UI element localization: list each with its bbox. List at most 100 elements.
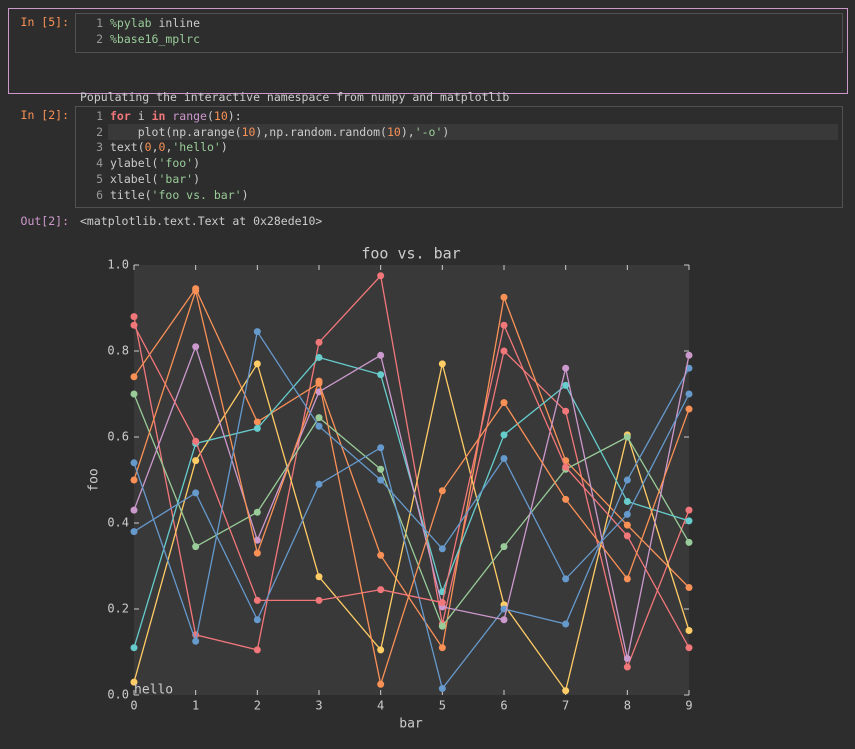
point: [562, 364, 570, 372]
point: [315, 422, 323, 430]
output-text: <matplotlib.text.Text at 0x28ede10>: [80, 214, 323, 228]
point: [253, 596, 261, 604]
point: [500, 455, 508, 462]
point: [130, 506, 138, 514]
code-token: 'foo': [158, 156, 194, 171]
line-number: 4: [96, 156, 103, 171]
point: [315, 377, 323, 385]
chart-title: foo vs. bar: [361, 245, 460, 263]
input-prompt: In [5]:: [20, 15, 69, 29]
point: [623, 510, 631, 518]
point: [500, 321, 508, 329]
point: [623, 532, 631, 540]
point: [623, 654, 631, 662]
code-token: 10: [241, 124, 256, 139]
point: [377, 465, 385, 473]
point: [130, 373, 138, 381]
point: [130, 528, 138, 536]
code-token: '-o': [414, 124, 443, 139]
code-token: %base16_mplrc: [110, 31, 201, 46]
series-line: [133, 367, 690, 690]
point: [377, 476, 385, 484]
line-number: 6: [96, 187, 103, 202]
point: [685, 405, 693, 413]
code-text: xlabel('bar'): [110, 171, 201, 186]
code-token: for: [110, 109, 131, 123]
point: [685, 517, 693, 525]
point: [192, 437, 200, 445]
line-number: 1: [96, 16, 103, 30]
code-text: text(0,0,'hello'): [110, 140, 228, 155]
point: [253, 616, 261, 624]
point: [253, 424, 261, 432]
x-tick-label: 9: [685, 699, 692, 713]
series-line: [133, 393, 690, 628]
line-number: 2: [96, 124, 103, 139]
output-line: Populating the interactive namespace fro…: [80, 90, 510, 104]
point: [438, 360, 446, 368]
point: [377, 646, 385, 654]
code-token: 0: [158, 140, 166, 155]
code-line: 2 plot(np.arange(10),np.random.random(10…: [76, 124, 836, 140]
point: [315, 596, 323, 604]
code-text: title('foo vs. bar'): [110, 187, 249, 202]
point: [562, 687, 570, 695]
x-tick-label: 3: [315, 699, 322, 713]
point: [130, 476, 138, 484]
point: [685, 627, 693, 634]
code-line: 2 %base16_mplrc: [76, 31, 836, 47]
x-tick-label: 5: [439, 699, 446, 713]
point: [623, 476, 631, 484]
y-tick-label: 0.8: [107, 344, 129, 358]
code-input[interactable]: 1 for i in range(10): 2 plot(np.arange(10)…: [75, 106, 843, 208]
line-number: 1: [96, 109, 103, 123]
code-text: for i in range(10):: [110, 109, 242, 123]
point: [192, 543, 200, 551]
point: [562, 575, 570, 583]
point: [685, 390, 693, 398]
series-line: [133, 288, 690, 687]
point: [438, 599, 446, 607]
line-number: 5: [96, 171, 103, 186]
point: [562, 463, 570, 471]
code-token: in: [151, 109, 166, 123]
selected-cell[interactable]: [8, 8, 848, 94]
code-text: %base16_mplrc: [110, 31, 200, 47]
x-tick-label: 7: [562, 699, 569, 713]
point: [192, 457, 200, 465]
x-axis-label: bar: [399, 717, 423, 732]
point: [315, 338, 323, 346]
annotation: hello: [134, 683, 173, 698]
point: [315, 480, 323, 488]
point: [562, 407, 570, 415]
y-tick-label: 0.6: [107, 430, 129, 444]
code-line: 5 xlabel('bar'): [76, 171, 836, 187]
point: [438, 644, 446, 652]
code-token: range: [172, 109, 207, 123]
point: [130, 390, 138, 398]
point: [623, 498, 631, 505]
line-number: 2: [96, 31, 103, 46]
point: [130, 313, 138, 321]
current-line: [108, 123, 838, 140]
y-tick-label: 0.2: [107, 602, 129, 616]
series-line: [133, 323, 690, 649]
point: [685, 351, 693, 359]
point: [253, 360, 261, 368]
point: [377, 351, 385, 359]
input-prompt: In [2]:: [20, 108, 69, 122]
point: [315, 353, 323, 361]
code-line: 6 title('foo vs. bar'): [76, 187, 836, 203]
code-input[interactable]: 1 %pylab inline 2 %base16_mplrc: [75, 13, 843, 53]
point: [377, 444, 385, 452]
code-token: 10: [213, 109, 228, 123]
point: [685, 538, 693, 546]
point: [685, 584, 693, 591]
code-text: plot(np.arange(10),np.random.random(10),…: [110, 124, 450, 139]
point: [130, 678, 138, 686]
x-tick-label: 2: [254, 699, 261, 713]
y-tick-label: 1.0: [107, 258, 129, 272]
y-tick-label: 0.4: [107, 516, 129, 530]
point: [685, 644, 693, 652]
